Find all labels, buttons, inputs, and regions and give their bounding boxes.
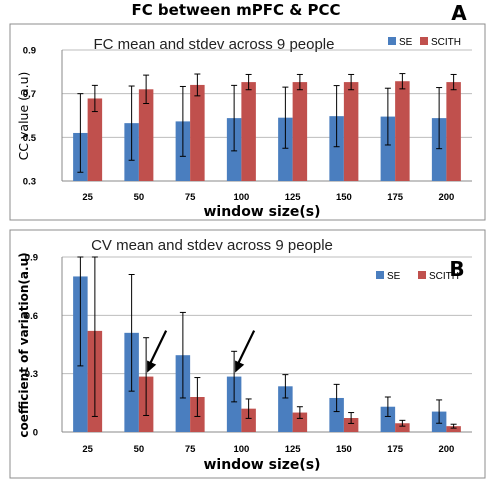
x-tick-label: 125 — [285, 444, 302, 455]
y-tick-label: 0.9 — [25, 253, 38, 264]
legend-label-scith: SCITH — [431, 37, 461, 48]
y-tick-label: 0.6 — [25, 311, 38, 322]
bar-scith — [87, 98, 103, 181]
x-tick-label: 200 — [438, 444, 454, 455]
bar-scith — [343, 418, 359, 432]
legend-swatch-scith — [420, 37, 428, 45]
annotation-arrow-shaft — [149, 330, 168, 365]
figure-title: FC between mPFC & PCC — [131, 1, 340, 19]
x-tick-label: 25 — [82, 444, 93, 455]
annotation-arrow-head — [147, 360, 157, 373]
panel-label: B — [449, 257, 464, 281]
y-tick-label: 0.3 — [25, 369, 38, 380]
legend-label-se: SE — [387, 271, 401, 282]
bar-scith — [446, 82, 461, 181]
bar-scith — [395, 81, 410, 181]
legend-label-se: SE — [399, 37, 413, 48]
y-tick-label: 0.7 — [23, 89, 36, 100]
bar-se — [226, 376, 242, 432]
bar-scith — [343, 82, 359, 181]
y-tick-label: 0.5 — [23, 133, 37, 144]
bar-scith — [138, 89, 154, 181]
panel-b: 0 0.3 0.6 0.9 25 50 75 100 125 150 175 200 CV mean a… — [9, 229, 486, 479]
bar-se — [278, 117, 293, 181]
legend-swatch-se — [388, 37, 396, 45]
bar-se — [329, 397, 344, 432]
x-tick-label: 75 — [185, 192, 196, 203]
panel-title: FC mean and stdev across 9 people — [94, 36, 335, 53]
panel-label: A — [451, 1, 467, 25]
y-tick-label: 0.9 — [23, 46, 36, 57]
bar-se — [431, 118, 447, 181]
x-tick-label: 50 — [134, 444, 145, 455]
x-tick-label: 100 — [233, 444, 249, 455]
bar-scith — [241, 82, 256, 181]
bar-scith — [446, 426, 461, 432]
x-tick-label: 175 — [387, 444, 404, 455]
y-tick-label: 0.3 — [23, 177, 36, 188]
bar-scith — [241, 408, 256, 432]
panel-title: CV mean and stdev across 9 people — [91, 237, 333, 254]
bar-se — [278, 386, 293, 432]
annotation-arrow-shaft — [237, 330, 256, 365]
x-tick-label: 200 — [438, 192, 454, 203]
bar-scith — [292, 82, 308, 181]
x-tick-label: 25 — [82, 192, 93, 203]
x-tick-label: 175 — [387, 192, 404, 203]
y-axis-label: CC value (a.u) — [16, 72, 31, 161]
bar-scith — [292, 412, 308, 432]
legend-swatch-scith — [418, 271, 426, 279]
legend-label-scith: SCITH — [429, 271, 459, 282]
bar-scith — [395, 423, 410, 432]
x-tick-label: 75 — [185, 444, 196, 455]
x-tick-label: 50 — [134, 192, 145, 203]
bar-se — [380, 116, 396, 181]
x-tick-label: 125 — [285, 192, 302, 203]
bar-se — [329, 116, 344, 181]
bar-se — [380, 406, 396, 432]
legend-swatch-se — [376, 271, 384, 279]
y-tick-label: 0 — [33, 428, 38, 439]
panel-a: 0.3 0.5 0.7 0.9 25 50 75 100 125 150 175 200 FC mean… — [9, 1, 486, 221]
y-axis-label: coefficient of variation(a.u) — [17, 252, 31, 437]
x-axis-label: window size(s) — [203, 204, 320, 220]
annotation-arrow-head — [235, 360, 245, 373]
bar-scith — [190, 84, 205, 181]
x-tick-label: 100 — [233, 192, 249, 203]
x-axis-label: window size(s) — [203, 457, 320, 473]
x-tick-label: 150 — [336, 192, 352, 203]
x-tick-label: 150 — [336, 444, 352, 455]
